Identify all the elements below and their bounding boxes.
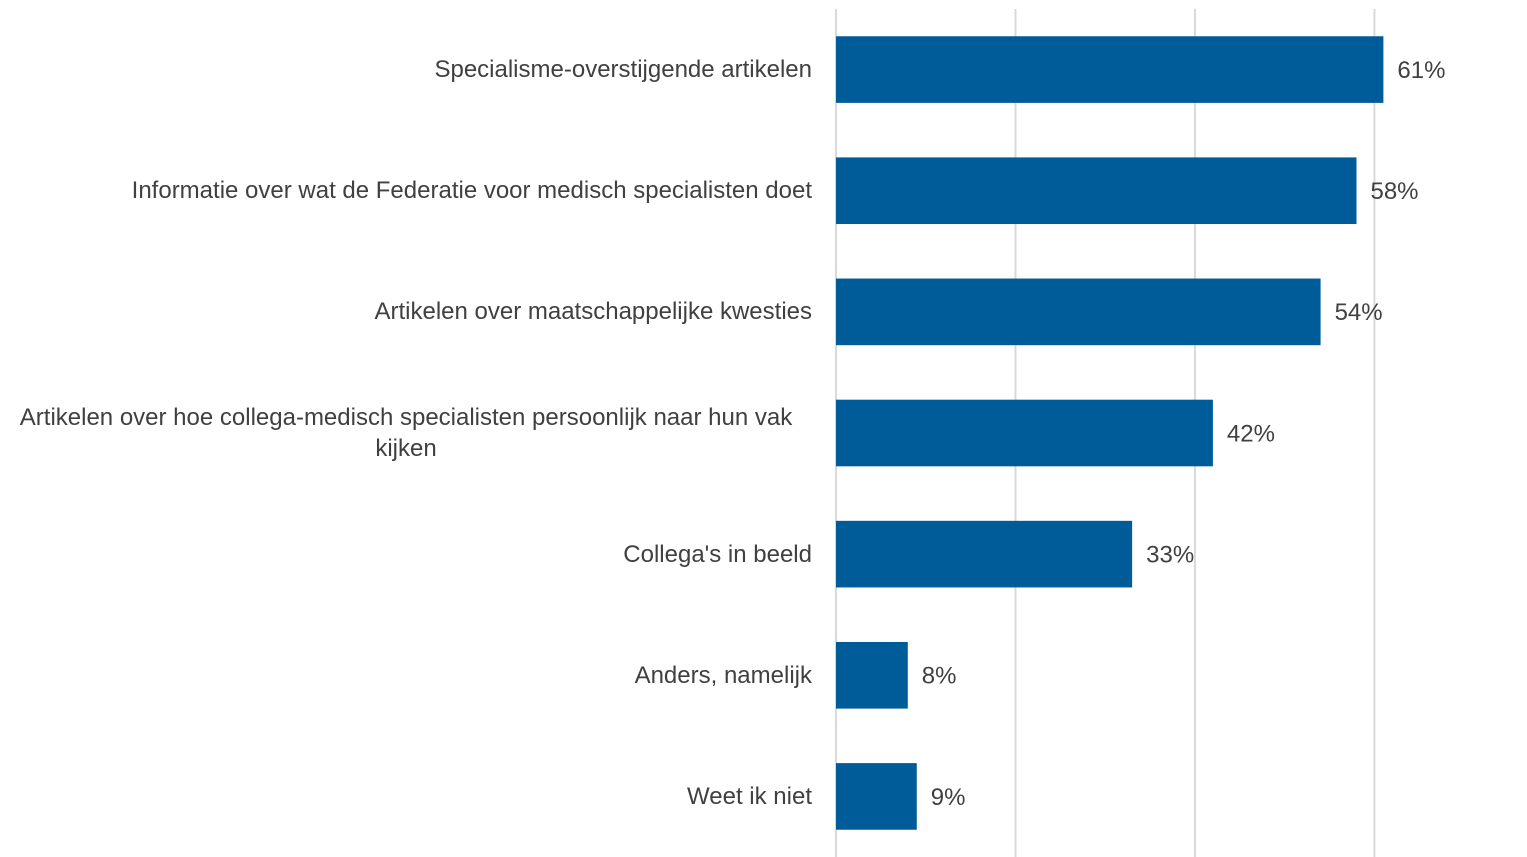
category-label: Specialisme-overstijgende artikelen xyxy=(434,56,812,84)
category-label-box: Artikelen over maatschappelijke kwesties xyxy=(0,251,812,372)
category-label-box: Collega's in beeld xyxy=(0,494,812,615)
value-label: 58% xyxy=(1370,178,1418,205)
category-label-box: Anders, namelijk xyxy=(0,615,812,736)
value-label: 33% xyxy=(1146,541,1194,568)
category-label: Weet ik niet xyxy=(687,782,812,810)
value-label: 61% xyxy=(1397,57,1445,84)
bar xyxy=(836,641,908,709)
bar xyxy=(836,763,917,830)
bar xyxy=(836,520,1133,588)
category-label: Anders, namelijk xyxy=(634,661,812,689)
category-label: Artikelen over hoe collega-medisch speci… xyxy=(19,403,793,462)
bar xyxy=(836,399,1213,467)
value-label: 54% xyxy=(1335,299,1383,326)
bar xyxy=(836,36,1384,103)
bar xyxy=(836,157,1357,225)
value-label: 9% xyxy=(931,784,966,811)
category-label: Informatie over wat de Federatie voor me… xyxy=(131,177,812,205)
category-label-box: Artikelen over hoe collega-medisch speci… xyxy=(0,372,812,493)
category-label-box: Specialisme-overstijgende artikelen xyxy=(0,9,812,130)
value-label: 8% xyxy=(922,663,957,690)
category-label-box: Weet ik niet xyxy=(0,736,812,857)
category-label-box: Informatie over wat de Federatie voor me… xyxy=(0,130,812,251)
category-label: Collega's in beeld xyxy=(623,540,812,568)
value-label: 42% xyxy=(1227,420,1275,447)
bar xyxy=(836,278,1321,346)
category-label: Artikelen over maatschappelijke kwesties xyxy=(374,298,812,326)
